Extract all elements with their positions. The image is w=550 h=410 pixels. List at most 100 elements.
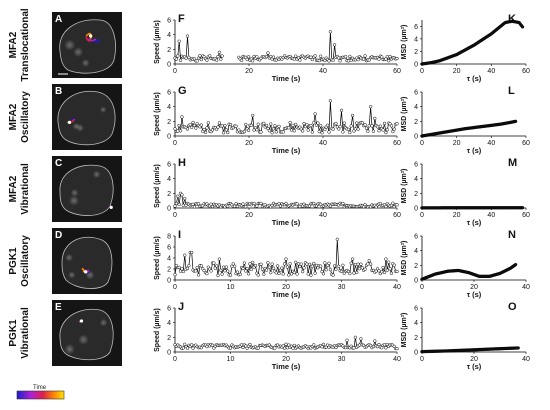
micrograph-panel: C [52, 156, 122, 222]
x-tick-label: 0 [420, 212, 424, 219]
speed-point [259, 262, 263, 266]
speed-point [301, 129, 305, 133]
chart-panel-n: 0 20 40 0 2 4 6 τ (s) MSD (µm²) N [401, 229, 530, 299]
speed-point [319, 264, 323, 268]
speed-point [224, 265, 228, 269]
y-axis-label: MSD (µm²) [401, 169, 408, 204]
speed-point [267, 129, 272, 133]
speed-point [271, 55, 276, 59]
speed-point [344, 345, 348, 350]
speed-point [388, 267, 392, 271]
speed-point [224, 128, 228, 132]
speed-point [177, 123, 181, 128]
y-tick-label: 4 [414, 36, 418, 43]
speed-point [331, 58, 335, 62]
speed-point [267, 265, 272, 269]
micrograph-panel: E [52, 300, 122, 366]
speed-point [185, 34, 190, 38]
speed-point [371, 129, 376, 133]
speed-point [264, 54, 269, 59]
y-tick-label: 0 [167, 278, 171, 285]
background-spot [78, 334, 89, 345]
speed-point [310, 264, 315, 268]
speed-point [292, 343, 296, 348]
speed-point [363, 54, 367, 58]
speed-point [392, 127, 396, 131]
speed-point [364, 126, 369, 130]
speed-point [216, 273, 220, 278]
speed-point [185, 127, 190, 131]
speed-point [350, 113, 355, 118]
speed-point [235, 270, 240, 274]
x-tick-label: 20 [245, 212, 253, 219]
time-colorbar: Time [16, 385, 65, 400]
speed-point [373, 339, 377, 343]
speed-point [302, 121, 306, 126]
y-tick-label: 4 [414, 248, 418, 255]
speed-point [342, 121, 346, 125]
msd-point [520, 206, 525, 210]
speed-point [228, 273, 233, 277]
chart-panel-k: 0 20 40 60 0 2 4 6 τ (s) MSD (µm²) K [401, 13, 530, 83]
track-segment [108, 205, 111, 208]
speed-point [274, 271, 278, 275]
speed-point [356, 58, 360, 62]
speed-point [219, 268, 223, 273]
speed-point [370, 124, 374, 128]
track-segment [81, 267, 85, 271]
x-tick-label: 0 [420, 140, 424, 147]
speed-point [285, 265, 290, 269]
speed-point [344, 55, 348, 59]
speed-point [228, 122, 233, 127]
speed-point [251, 260, 255, 265]
speed-point [264, 268, 269, 272]
track-segment [91, 38, 97, 42]
speed-point [380, 270, 384, 274]
x-tick-label: 60 [393, 140, 401, 147]
speed-point [178, 58, 183, 62]
speed-point [194, 269, 198, 273]
speed-point [335, 237, 339, 241]
speed-point [356, 127, 360, 131]
speed-point [294, 54, 298, 58]
y-axis-label: MSD (µm²) [401, 241, 408, 276]
row-label: Vibrational [20, 307, 31, 359]
x-axis-label: Time (s) [272, 74, 301, 83]
x-tick-label: 60 [393, 212, 401, 219]
speed-point [382, 343, 387, 347]
x-tick-label: 10 [227, 356, 235, 363]
speed-point [296, 262, 301, 266]
speed-point [177, 39, 181, 43]
x-tick-label: 0 [173, 212, 177, 219]
tracked-particle [79, 319, 84, 323]
y-axis-label: MSD (µm²) [401, 97, 408, 132]
speed-point [178, 129, 183, 133]
y-axis-label: Speed (µm/s) [154, 164, 161, 208]
speed-point [221, 131, 226, 135]
speed-point [219, 57, 223, 61]
speed-point [341, 263, 345, 267]
speed-point [387, 260, 391, 264]
y-axis-label: MSD (µm²) [401, 25, 408, 60]
speed-point [210, 204, 215, 209]
x-tick-label: 40 [522, 284, 530, 291]
x-tick-label: 20 [453, 140, 461, 147]
chart-panel-j: 0 10 20 30 40 0 2 4 6 Time (s) Speed (µm/s) J [154, 301, 401, 371]
speed-point [295, 272, 299, 276]
x-axis-label: Time (s) [272, 146, 301, 155]
msd-point [516, 346, 520, 350]
speed-point [190, 343, 194, 347]
speed-point [177, 202, 181, 207]
panel-letter: G [178, 85, 187, 97]
x-tick-label: 20 [245, 140, 253, 147]
speed-point [287, 273, 291, 277]
speed-point [302, 266, 306, 270]
speed-point [292, 129, 296, 133]
speed-point [316, 121, 320, 125]
x-axis-label: Time (s) [272, 290, 301, 299]
speed-point [256, 273, 260, 277]
speed-point [187, 264, 191, 268]
speed-point [192, 123, 197, 128]
speed-point [214, 264, 219, 268]
speed-point [276, 264, 280, 268]
